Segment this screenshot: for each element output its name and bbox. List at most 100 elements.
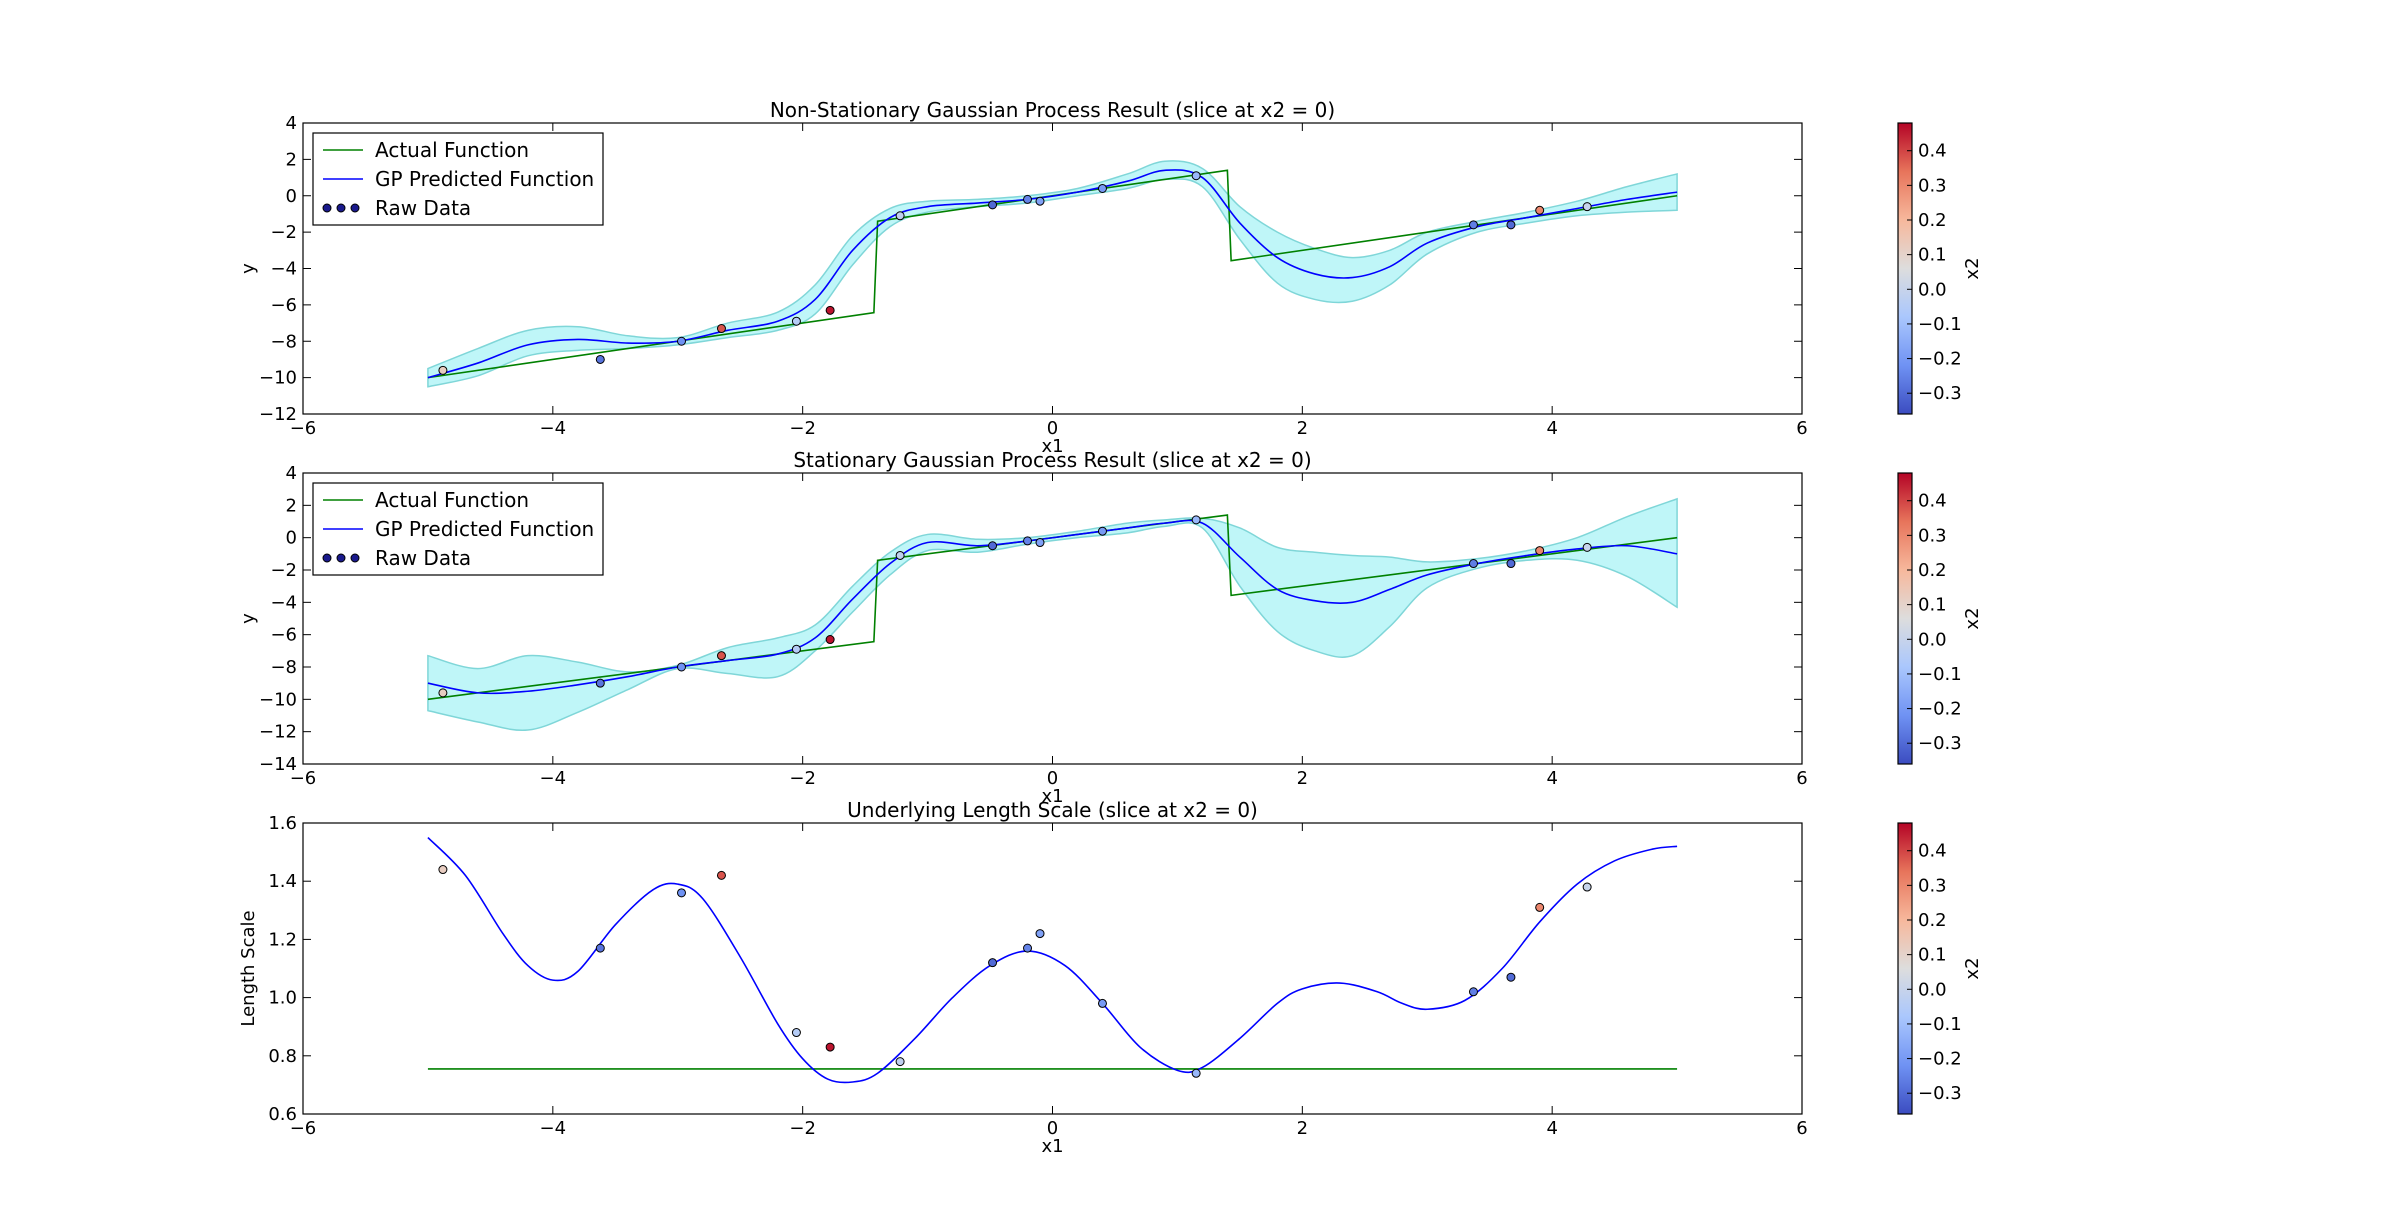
y-axis-label: y <box>238 613 259 624</box>
legend-raw-marker <box>322 203 332 213</box>
y-tick-label: 0.8 <box>268 1046 297 1067</box>
y-axis-label: Length Scale <box>238 910 259 1026</box>
raw-data-point <box>1535 205 1545 215</box>
raw-data-point <box>716 651 726 661</box>
raw-data-point <box>1191 515 1201 525</box>
colorbar-tick-label: 0.0 <box>1918 279 1947 300</box>
raw-data-point <box>1582 202 1592 212</box>
raw-data-point <box>1506 972 1516 982</box>
colorbar-tick-label: −0.3 <box>1918 383 1962 404</box>
predicted-function-line <box>427 169 1678 379</box>
raw-data-point <box>1023 943 1033 953</box>
y-tick-label: −2 <box>270 222 297 243</box>
confidence-band <box>427 160 1678 388</box>
colorbar-tick-label: −0.3 <box>1918 1083 1962 1104</box>
colorbar-tick-label: 0.1 <box>1918 245 1947 266</box>
raw-data-point <box>825 305 835 315</box>
colorbar-scale <box>1897 472 1913 765</box>
x-axis-label: x1 <box>1041 786 1063 807</box>
legend-label: Actual Function <box>375 488 529 512</box>
predicted-function-line <box>427 836 1678 1084</box>
colorbar-tick-label: 0.2 <box>1918 910 1947 931</box>
colorbar-tick-label: −0.1 <box>1918 664 1962 685</box>
legend: Actual Function GP Predicted Function Raw … <box>312 482 604 576</box>
raw-data-point <box>677 336 686 346</box>
x-tick-label: −2 <box>789 418 816 439</box>
y-axis-label: y <box>238 263 259 274</box>
raw-data-point <box>1468 987 1478 997</box>
y-tick-label: −8 <box>270 657 297 678</box>
x-tick-label: 4 <box>1546 768 1557 789</box>
raw-data-point <box>595 354 605 364</box>
raw-data-point <box>825 635 835 645</box>
colorbar-tick-label: 0.0 <box>1918 979 1947 1000</box>
raw-data-point <box>1035 538 1045 548</box>
raw-data-point <box>1468 220 1478 230</box>
axes-frame <box>302 822 1803 1115</box>
raw-data-point <box>1191 171 1201 181</box>
chart-panel-2: −6 −4 −2 0 2 4 6 −14 −12 −10 −8 −6 −4 −2 0 2 4 Stationary… <box>238 448 1983 807</box>
colorbar-label: x2 <box>1962 607 1983 629</box>
raw-data-point <box>791 644 801 654</box>
colorbar-tick-label: 0.0 <box>1918 629 1947 650</box>
raw-data-point <box>438 865 448 875</box>
colorbar-tick-label: 0.4 <box>1918 141 1947 162</box>
raw-data-point <box>716 324 726 334</box>
x-tick-label: 4 <box>1546 1118 1557 1139</box>
raw-data-point <box>1097 526 1107 536</box>
raw-data-point <box>1191 1068 1201 1078</box>
chart-title: Non-Stationary Gaussian Process Result (… <box>770 98 1335 122</box>
colorbar: 0.4 0.3 0.2 0.1 0.0 −0.1 −0.2 −0.3 x2 <box>1897 472 1983 765</box>
x-tick-label: 4 <box>1546 418 1557 439</box>
raw-data-point <box>716 870 726 880</box>
x-tick-label: 2 <box>1297 768 1308 789</box>
x-tick-label: 6 <box>1796 768 1807 789</box>
chart-title: Stationary Gaussian Process Result (slic… <box>793 448 1311 472</box>
x-tick-label: −6 <box>290 768 317 789</box>
colorbar-tick-label: −0.2 <box>1918 1049 1962 1070</box>
raw-data-point <box>595 943 605 953</box>
y-tick-label: 2 <box>286 149 297 170</box>
y-tick-label: 2 <box>286 495 297 516</box>
raw-data-point <box>1506 559 1516 569</box>
x-tick-label: 0 <box>1047 418 1058 439</box>
x-tick-label: −2 <box>789 768 816 789</box>
colorbar-tick-label: −0.2 <box>1918 349 1962 370</box>
plot-area <box>427 836 1678 1084</box>
x-tick-label: 6 <box>1796 1118 1807 1139</box>
legend-raw-marker <box>336 203 346 213</box>
x-tick-label: 2 <box>1297 1118 1308 1139</box>
colorbar-tick-label: 0.1 <box>1918 945 1947 966</box>
colorbar-scale <box>1897 122 1913 415</box>
y-tick-label: −6 <box>270 625 297 646</box>
raw-data-point <box>895 211 905 221</box>
colorbar-label: x2 <box>1962 257 1983 279</box>
colorbar-tick-label: 0.2 <box>1918 560 1947 581</box>
confidence-band <box>427 497 1678 732</box>
legend-label: Raw Data <box>375 546 471 570</box>
y-tick-label: 1.0 <box>268 988 297 1009</box>
x-tick-label: −4 <box>540 768 567 789</box>
raw-data-point <box>1023 536 1033 546</box>
plot-area <box>427 160 1678 388</box>
raw-data-point <box>895 1057 905 1067</box>
y-tick-label: −6 <box>270 295 297 316</box>
raw-data-point <box>438 688 448 698</box>
x-tick-label: −4 <box>540 1118 567 1139</box>
y-tick-label: −12 <box>259 722 297 743</box>
raw-data-point <box>1506 220 1516 230</box>
x-tick-label: 6 <box>1796 418 1807 439</box>
colorbar-label: x2 <box>1962 957 1983 979</box>
y-tick-label: −14 <box>259 754 297 775</box>
colorbar-tick-label: 0.1 <box>1918 595 1947 616</box>
predicted-function-line <box>427 519 1678 695</box>
raw-data-point <box>988 541 998 551</box>
raw-data-point <box>677 888 686 898</box>
y-tick-label: 0 <box>286 186 297 207</box>
colorbar-scale <box>1897 822 1913 1115</box>
x-tick-label: −4 <box>540 418 567 439</box>
y-tick-label: −2 <box>270 560 297 581</box>
raw-data-point <box>1097 998 1107 1008</box>
chart-title: Underlying Length Scale (slice at x2 = 0… <box>847 798 1258 822</box>
raw-data-point <box>1023 194 1033 204</box>
